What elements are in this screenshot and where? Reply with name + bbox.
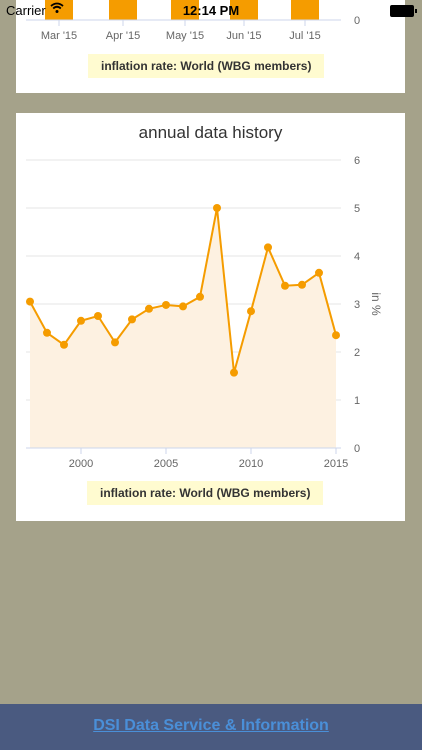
x-tick-label: Mar '15 [41,30,77,42]
chart-title: annual data history [138,123,283,142]
data-point[interactable] [77,316,85,325]
x-tick-label: 2000 [69,458,93,470]
y-tick-label: 4 [354,251,360,263]
monthly-chart: Mar '15 Apr '15 May '15 Jun '15 Jul '15 … [26,0,360,42]
data-point[interactable] [60,340,68,349]
data-point[interactable] [230,368,238,377]
data-points [26,204,340,377]
monthly-chart-card: Mar '15 Apr '15 May '15 Jun '15 Jul '15 … [16,0,405,93]
monthly-bar [109,0,137,20]
data-point[interactable] [264,243,272,252]
data-point[interactable] [162,300,170,309]
legend[interactable]: inflation rate: World (WBG members) [87,481,324,505]
y-tick-label: 0 [354,443,360,455]
y-tick-label: 2 [354,347,360,359]
wifi-icon [50,2,64,13]
data-point[interactable] [145,304,153,313]
x-tick-label: 2005 [154,458,178,470]
y-axis: 0 1 2 3 4 5 6 [354,155,360,455]
annual-chart: 2000 2005 2010 2015 0 1 2 3 4 5 6 in % [26,155,383,470]
y-tick-label: 3 [354,299,360,311]
data-point[interactable] [315,268,323,277]
x-tick-label: May '15 [166,30,204,42]
data-point[interactable] [94,312,102,320]
legend[interactable]: inflation rate: World (WBG members) [88,54,325,78]
y-axis-title: in % [369,292,383,316]
data-point[interactable] [26,297,34,306]
clock: 12:14 PM [182,3,240,18]
data-point[interactable] [43,328,51,337]
data-point[interactable] [332,331,340,340]
status-bar: Carrier 12:14 PM [0,0,422,20]
monthly-bar [230,0,258,20]
x-tick-label: 2010 [239,458,263,470]
y-tick-label: 1 [354,395,360,407]
data-point[interactable] [298,280,306,289]
dsi-link[interactable]: DSI Data Service & Information [93,717,329,734]
monthly-bars [45,0,319,20]
x-tick-label: Apr '15 [106,30,141,42]
x-axis: 2000 2005 2010 2015 [26,447,348,470]
x-tick-label: 2015 [324,458,348,470]
battery-icon [390,5,417,17]
x-tick-label: Jun '15 [226,30,261,42]
x-tick-label: Jul '15 [289,30,320,42]
data-point[interactable] [179,302,187,311]
data-point[interactable] [128,315,136,324]
data-point[interactable] [111,338,119,347]
series-area [30,208,336,448]
annual-chart-card: annual data history 2000 2005 2010 2015 0 1 2… [16,113,405,521]
y-tick-label: 6 [354,155,360,167]
data-point[interactable] [196,292,204,301]
carrier-label: Carrier [6,3,46,18]
footer-bar: DSI Data Service & Information [0,704,422,750]
monthly-bar [291,0,319,20]
data-point[interactable] [247,307,255,316]
y-tick-label: 0 [354,15,360,27]
data-point[interactable] [213,204,221,212]
data-point[interactable] [281,281,289,290]
y-tick-label: 5 [354,203,360,215]
monthly-bar [171,0,199,20]
